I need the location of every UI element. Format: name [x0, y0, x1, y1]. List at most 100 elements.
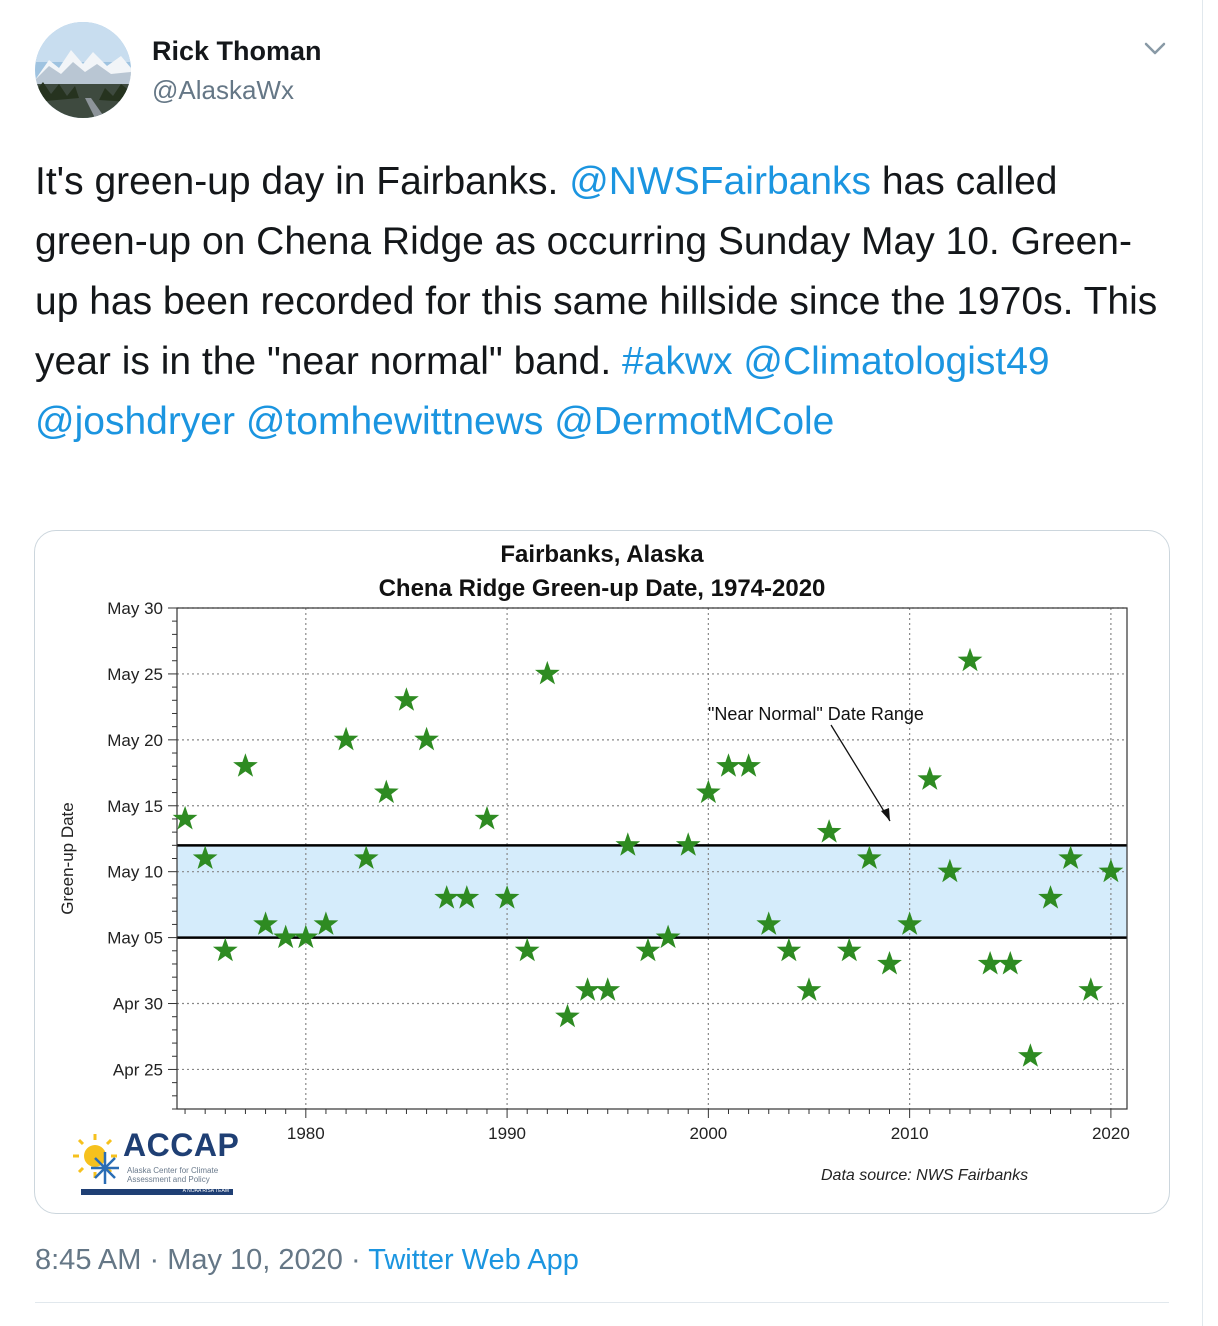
data-point-star [977, 951, 1003, 975]
data-point-star [192, 845, 218, 869]
y-tick-label: May 30 [107, 599, 163, 618]
data-point-star [796, 977, 822, 1001]
chart-subtitle: Chena Ridge Green-up Date, 1974-2020 [378, 575, 826, 602]
avatar-photo-icon [35, 22, 131, 118]
data-point-star [937, 858, 963, 883]
y-tick-label: Apr 30 [113, 995, 163, 1014]
data-point-star [474, 805, 500, 830]
tweet-text-segment: It's green-up day in Fairbanks. [35, 160, 570, 203]
data-point-star [776, 937, 802, 962]
x-tick-label: 1990 [488, 1124, 526, 1143]
meta-separator: · [149, 1244, 160, 1276]
author-name[interactable]: Rick Thoman [152, 36, 322, 66]
data-point-star [595, 977, 621, 1001]
data-point-star [1018, 1043, 1043, 1067]
data-point-star [836, 937, 862, 962]
data-point-star [313, 911, 339, 935]
annotation-arrow [830, 724, 891, 822]
tweet-date[interactable]: May 10, 2020 [167, 1244, 343, 1276]
tweet-source-app[interactable]: Twitter Web App [368, 1244, 579, 1276]
y-axis-label: Green-up Date [58, 802, 77, 914]
data-point-star [1058, 845, 1083, 869]
data-point-star [897, 911, 922, 935]
data-point-star [374, 779, 399, 804]
y-tick-label: May 20 [107, 731, 163, 750]
data-point-star [655, 924, 681, 949]
data-point-star [997, 951, 1023, 975]
data-point-star [957, 647, 983, 672]
data-point-star [394, 687, 419, 711]
data-point-star [675, 832, 701, 856]
data-point-star [1038, 885, 1063, 909]
data-point-star [1098, 858, 1124, 883]
author-handle[interactable]: @AlaskaWx [152, 75, 294, 105]
hashtag-link[interactable]: #akwx [622, 340, 733, 383]
data-point-star [555, 1003, 580, 1028]
data-point-star [716, 753, 741, 777]
y-tick-label: May 15 [107, 797, 163, 816]
y-tick-label: May 10 [107, 863, 163, 882]
x-tick-label: 2010 [891, 1124, 929, 1143]
data-point-star [575, 977, 600, 1001]
data-point-star [635, 937, 661, 962]
x-tick-label: 1980 [287, 1124, 325, 1143]
tweet-media-chart[interactable]: May 30 May 25 May 20 May 15 May 10 May 05 Apr … [34, 530, 1170, 1214]
data-point-star [736, 753, 761, 777]
tweet-text-segment [543, 400, 554, 443]
chart-title: Fairbanks, Alaska [500, 541, 704, 568]
accap-logo-subtext: Alaska Center for Climate Assessment and… [127, 1166, 219, 1184]
accap-logo-tag: A NOAA RISA TEAM [182, 1188, 229, 1194]
y-tick-label: May 25 [107, 665, 163, 684]
data-point-star [494, 885, 520, 909]
chart-annotation: "Near Normal" Date Range [708, 704, 924, 724]
data-source-note: Data source: NWS Fairbanks [821, 1167, 1029, 1184]
chevron-down-icon [1144, 42, 1166, 55]
scatter-chart: May 30 May 25 May 20 May 15 May 10 May 05 Apr … [58, 599, 1130, 1143]
data-point-star [816, 819, 842, 843]
accap-logo-bar: A NOAA RISA TEAM [81, 1188, 233, 1195]
data-point-star [233, 753, 258, 777]
data-point-star [273, 924, 299, 949]
mention-link[interactable]: @NWSFairbanks [569, 160, 872, 203]
tweet-time[interactable]: 8:45 AM [35, 1244, 142, 1276]
data-point-star [615, 832, 641, 856]
data-point-star [353, 845, 379, 869]
tweet-text-segment [235, 400, 246, 443]
data-point-star [293, 924, 319, 949]
accap-logo-text: ACCAP [123, 1127, 240, 1163]
tweet-menu-button[interactable] [1140, 34, 1170, 64]
y-tick-label: May 05 [107, 929, 163, 948]
data-point-star [1078, 977, 1104, 1001]
meta-separator: · [351, 1244, 361, 1276]
data-point-star [756, 911, 782, 935]
data-point-star [454, 885, 480, 909]
data-point-star [857, 845, 882, 869]
timeline-border [1202, 0, 1203, 1326]
x-tick-label: 2000 [689, 1124, 727, 1143]
y-tick-label: Apr 25 [113, 1060, 163, 1079]
data-point-star [434, 885, 460, 909]
data-point-star [535, 660, 560, 685]
accap-logo-icon [73, 1134, 119, 1184]
tweet-text-segment: has called green-up on Chena Ridge as oc… [35, 160, 1158, 383]
mention-link[interactable]: @Climatologist49 [743, 340, 1050, 383]
data-point-star [253, 911, 278, 935]
data-point-star [414, 726, 439, 751]
data-point-star [877, 951, 902, 975]
avatar[interactable] [35, 22, 131, 118]
data-point-star [696, 779, 721, 804]
x-tick-label: 2020 [1092, 1124, 1130, 1143]
data-point-star [514, 937, 540, 962]
tweet-text-segment [733, 340, 744, 383]
data-point-star [917, 766, 943, 790]
data-point-star [212, 937, 238, 962]
data-point-star [172, 805, 198, 830]
data-point-star [333, 726, 359, 751]
mention-link[interactable]: @DermotMCole [554, 400, 835, 443]
tweet-meta: 8:45 AM · May 10, 2020 · Twitter Web App [35, 1244, 579, 1277]
mention-link[interactable]: @tomhewittnews [245, 400, 544, 443]
divider [35, 1302, 1169, 1303]
mention-link[interactable]: @joshdryer [35, 400, 235, 443]
tweet-text: It's green-up day in Fairbanks. @NWSFair… [35, 152, 1165, 452]
annotation-arrowhead [881, 808, 890, 821]
